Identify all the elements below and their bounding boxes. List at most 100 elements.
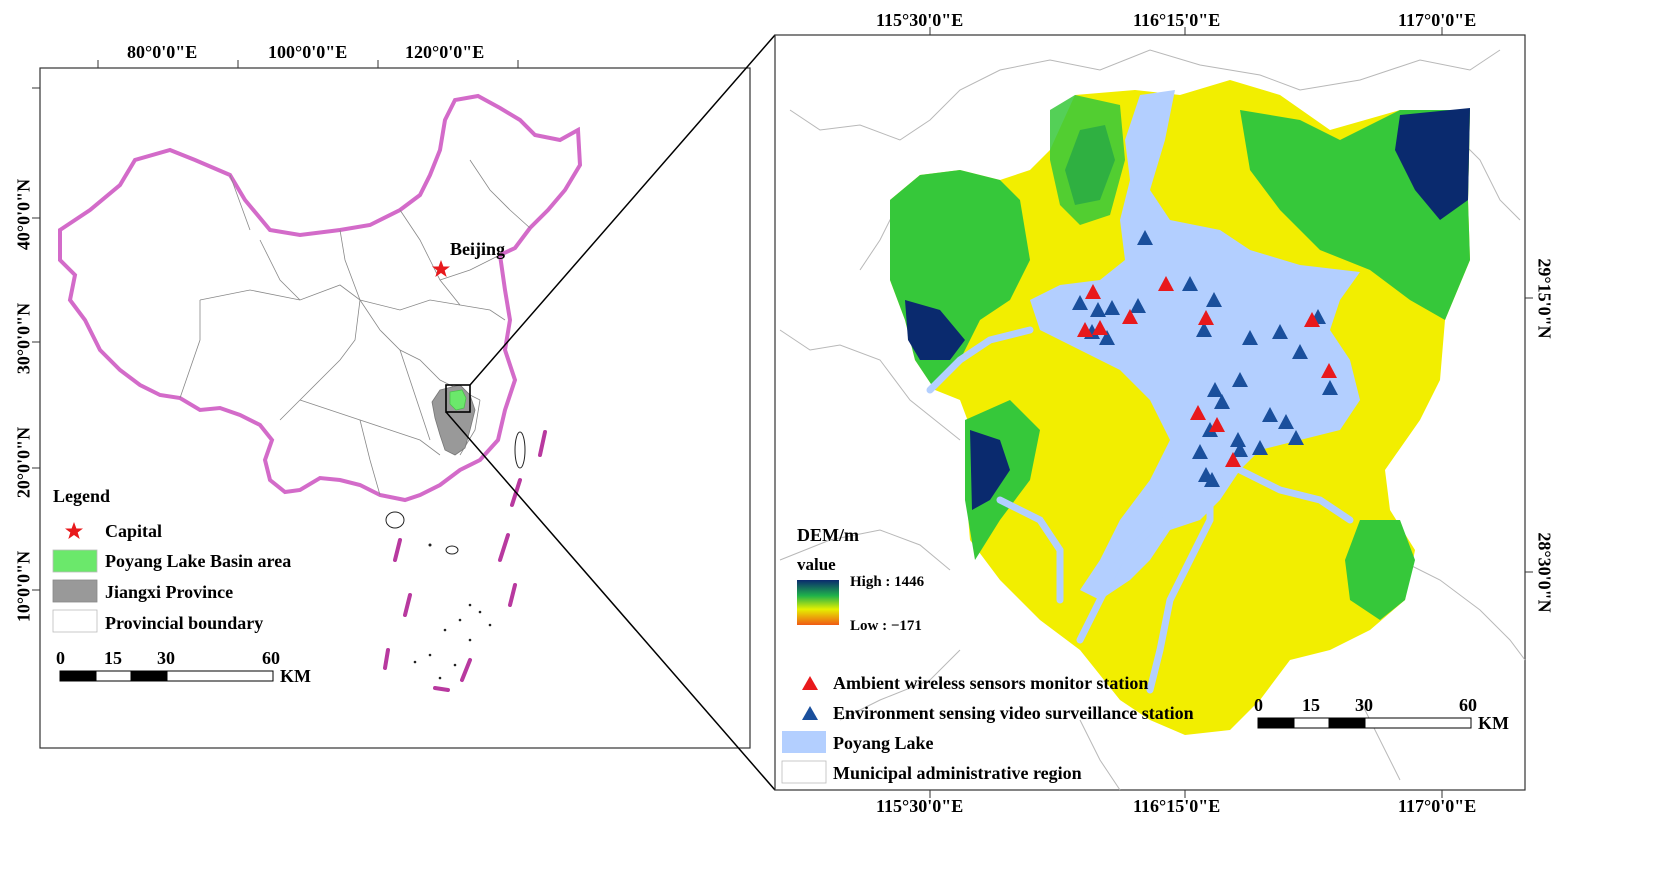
blue-station-marker (1232, 372, 1248, 387)
right-lat-tick-2: 28°30'0"N (1534, 532, 1555, 613)
left-legend-title: Legend (53, 486, 111, 506)
left-scale-60: 60 (262, 648, 280, 668)
left-top-tick-1: 80°0'0"E (127, 42, 198, 62)
right-scale-30: 30 (1355, 695, 1373, 715)
legend-boundary-swatch (52, 609, 98, 633)
dem-west-peak (905, 300, 965, 360)
legend-lake-swatch (782, 731, 826, 753)
legend-jiangxi-swatch (52, 579, 98, 603)
red-station-marker (1209, 417, 1225, 432)
legend-boundary-label: Provincial boundary (105, 613, 264, 633)
poyang-lake (1030, 90, 1360, 600)
legend-lake-label: Poyang Lake (833, 733, 934, 753)
red-station-marker (1198, 310, 1214, 325)
legend-capital-label: Capital (105, 521, 163, 541)
red-station-marker (1190, 405, 1206, 420)
lake-branches (926, 326, 1354, 694)
blue-station-marker (1322, 380, 1338, 395)
red-station-marker (1225, 452, 1241, 467)
legend-blue-station-label: Environment sensing video surveillance s… (833, 703, 1194, 723)
islands (385, 431, 526, 680)
provincial-boundaries (179, 159, 531, 496)
blue-station-marker (1206, 292, 1222, 307)
dem-low-label: Low : −171 (850, 618, 922, 634)
blue-station-marker (1292, 344, 1308, 359)
blue-station-marker (1214, 394, 1230, 409)
left-scale-0: 0 (56, 648, 65, 668)
right-bottom-tick-3: 117°0'0"E (1398, 796, 1477, 816)
stations-blue (1072, 230, 1338, 487)
dem-color-ramp (797, 580, 839, 625)
capital-star (432, 260, 450, 277)
blue-station-marker (1230, 432, 1246, 447)
right-scale-bar (1257, 717, 1472, 729)
left-lat-tick-2: 30°0'0"N (13, 302, 34, 375)
right-top-tick-3: 117°0'0"E (1398, 10, 1477, 30)
legend-capital-star (65, 522, 83, 539)
dem-se-hills (1345, 520, 1415, 620)
left-scale-15: 15 (104, 648, 122, 668)
left-scale-bar (59, 670, 274, 682)
left-scale-30: 30 (157, 648, 175, 668)
blue-station-marker (1207, 382, 1223, 397)
blue-station-marker (1072, 295, 1088, 310)
left-lat-tick-4: 10°0'0"N (13, 550, 34, 623)
red-station-marker (1304, 312, 1320, 327)
blue-station-marker (1272, 324, 1288, 339)
left-lat-tick-3: 20°0'0"N (13, 426, 34, 499)
connector-bottom (445, 411, 776, 791)
red-station-marker (1092, 320, 1108, 335)
right-scale-15: 15 (1302, 695, 1320, 715)
red-station-marker (1085, 284, 1101, 299)
blue-station-marker (1090, 302, 1106, 317)
capital-label: Beijing (450, 239, 506, 259)
legend-red-triangle (802, 676, 818, 690)
dem-ne-peak (1395, 108, 1470, 220)
left-scale-unit: KM (280, 666, 311, 686)
legend-poyang-swatch (52, 549, 98, 573)
left-top-tick-3: 120°0'0"E (405, 42, 485, 62)
dem-subtitle: value (797, 555, 836, 574)
blue-station-marker (1204, 472, 1220, 487)
blue-station-marker (1104, 300, 1120, 315)
left-side-tick-marks (32, 87, 40, 591)
connector-top (469, 34, 776, 386)
red-station-marker (1158, 276, 1174, 291)
stations-red (1077, 276, 1337, 467)
legend-municipal-label: Municipal administrative region (833, 763, 1082, 783)
right-top-tick-2: 116°15'0"E (1133, 10, 1221, 30)
right-bottom-tick-2: 116°15'0"E (1133, 796, 1221, 816)
blue-station-marker (1288, 430, 1304, 445)
blue-station-marker (1196, 322, 1212, 337)
blue-station-marker (1262, 407, 1278, 422)
legend-red-station-label: Ambient wireless sensors monitor station (833, 673, 1149, 693)
dem-high-label: High : 1446 (850, 574, 925, 590)
left-top-tick-2: 100°0'0"E (268, 42, 348, 62)
blue-station-marker (1232, 442, 1248, 457)
right-scale-0: 0 (1254, 695, 1263, 715)
legend-poyang-label: Poyang Lake Basin area (105, 551, 292, 571)
blue-station-marker (1252, 440, 1268, 455)
legend-blue-triangle (802, 706, 818, 720)
blue-station-marker (1202, 422, 1218, 437)
blue-station-marker (1192, 444, 1208, 459)
left-top-tick-marks (97, 60, 519, 68)
right-scale-60: 60 (1459, 695, 1477, 715)
blue-station-marker (1242, 330, 1258, 345)
dem-sw-peak (970, 430, 1010, 510)
right-bottom-tick-1: 115°30'0"E (876, 796, 964, 816)
legend-municipal-swatch (781, 760, 827, 784)
right-tick-marks (929, 27, 1533, 798)
legend-jiangxi-label: Jiangxi Province (105, 582, 234, 602)
poyang-basin (449, 389, 467, 411)
inset-box (445, 384, 471, 413)
dem-nw-hills (1050, 95, 1125, 225)
right-scale-unit: KM (1478, 713, 1509, 733)
dem-title: DEM/m (797, 525, 859, 545)
red-station-marker (1122, 309, 1138, 324)
red-station-marker (1077, 322, 1093, 337)
blue-station-marker (1278, 414, 1294, 429)
blue-station-marker (1099, 330, 1115, 345)
blue-station-marker (1182, 276, 1198, 291)
red-station-marker (1321, 363, 1337, 378)
